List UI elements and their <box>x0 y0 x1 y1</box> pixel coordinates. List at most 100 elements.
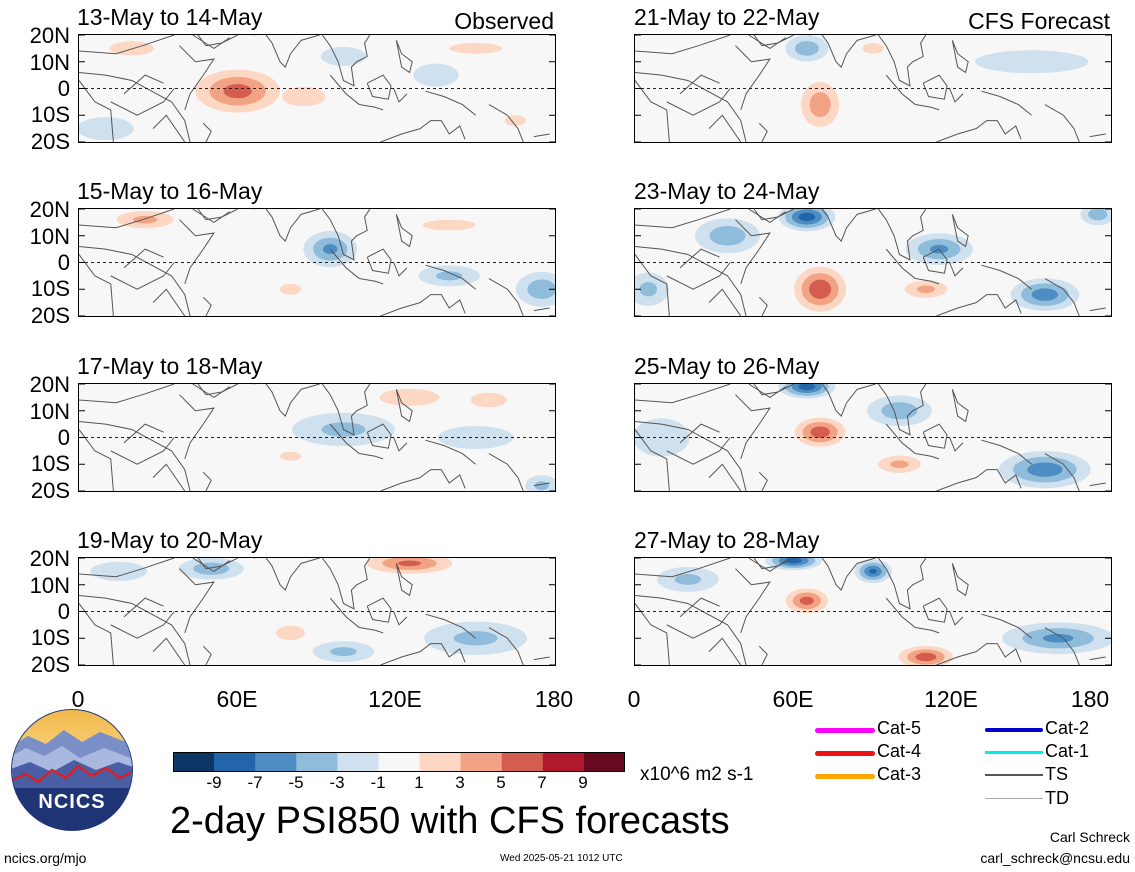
coastline <box>885 423 916 454</box>
anomaly-contour <box>279 283 302 295</box>
coastline <box>885 74 916 105</box>
lat-label-10s: 10S <box>30 102 70 127</box>
lon-label-180: 180 <box>534 686 574 712</box>
coastline <box>708 288 742 316</box>
anomaly-contour <box>635 418 690 457</box>
coastline <box>708 637 742 665</box>
coastline <box>679 597 720 618</box>
anomaly-contour <box>79 626 113 651</box>
coastline <box>635 594 747 665</box>
legend-label-cat4: Cat-4 <box>877 741 922 761</box>
coastline <box>877 35 927 87</box>
coastline <box>1044 104 1080 142</box>
colorbar-segment <box>501 752 544 772</box>
author-email[interactable]: carl_schreck@ncsu.edu <box>980 850 1130 866</box>
colorbar-label: 7 <box>537 773 547 792</box>
colorbar-label: 3 <box>455 773 465 792</box>
coastline <box>809 384 876 417</box>
legend-swatch-cat5 <box>815 728 875 733</box>
coastline <box>329 423 360 454</box>
coastline <box>1089 656 1106 661</box>
colorbar-label: -9 <box>206 773 222 792</box>
ncics-logo: NCICS <box>8 708 136 832</box>
anomaly-contour <box>470 392 507 408</box>
coastline <box>936 294 1022 316</box>
coastline <box>666 88 731 116</box>
colorbar-segment <box>214 752 256 772</box>
coastline <box>123 597 164 618</box>
coastline <box>380 294 466 316</box>
coastline <box>635 384 731 404</box>
legend-label-cat3: Cat-3 <box>877 764 922 784</box>
lat-label-20n: 20N <box>29 546 70 571</box>
coastline <box>425 264 476 290</box>
coastline <box>359 104 384 111</box>
anomaly-contour <box>799 596 814 605</box>
coastline <box>758 296 768 316</box>
coastline <box>1044 278 1080 316</box>
panel-title-6: 23-May to 24-May <box>634 178 820 204</box>
coastline <box>123 74 164 95</box>
lon-label-180: 180 <box>1070 686 1110 712</box>
anomaly-contour <box>527 279 555 299</box>
coastline <box>758 471 768 491</box>
coastline <box>110 437 175 465</box>
lat-label-10s: 10S <box>30 276 70 301</box>
colorbar-segment <box>255 752 297 772</box>
legend-swatch-cat3 <box>815 774 875 779</box>
panel-title-7: 25-May to 26-May <box>634 353 820 379</box>
coastline <box>635 71 747 142</box>
website-link[interactable]: ncics.org/mjo <box>4 850 87 866</box>
coastline <box>758 122 768 142</box>
anomaly-contour <box>504 115 526 126</box>
lat-label-eq: 0 <box>57 425 70 450</box>
anomaly-contour <box>785 558 803 564</box>
coastline <box>533 307 550 312</box>
coastline <box>981 613 1032 639</box>
coastline <box>1044 627 1080 665</box>
anomaly-contour <box>1027 462 1063 477</box>
coastline <box>366 597 392 623</box>
coastline <box>635 420 747 491</box>
coastline <box>735 45 771 111</box>
coastline <box>936 643 1022 665</box>
coastline <box>635 254 670 316</box>
colorbar-segment <box>419 752 462 772</box>
coastline <box>359 278 384 285</box>
coastline <box>366 248 392 274</box>
coastline <box>321 35 371 87</box>
lat-label-10n: 10N <box>29 224 70 249</box>
lat-label-10s: 10S <box>30 451 70 476</box>
coastline <box>981 264 1032 290</box>
legend-swatch-cat1 <box>985 751 1043 754</box>
anomaly-contour <box>436 271 463 281</box>
coastline <box>635 209 731 229</box>
coastline <box>152 114 186 142</box>
lat-label-10s: 10S <box>30 625 70 650</box>
anomaly-contour <box>320 46 367 66</box>
anomaly-contour <box>809 279 832 299</box>
coastline <box>758 645 768 665</box>
anomaly-contour <box>397 560 422 567</box>
coastline <box>635 558 731 578</box>
coastline <box>395 214 413 248</box>
coastline <box>885 248 916 279</box>
anomaly-contour <box>798 384 816 391</box>
anomaly-contour <box>276 625 305 641</box>
anomaly-contour <box>798 212 816 222</box>
anomaly-contour <box>676 94 753 126</box>
coastline <box>79 384 175 404</box>
coastline <box>123 248 164 269</box>
coastline <box>915 104 940 111</box>
legend-label-ts: TS <box>1045 764 1069 784</box>
coastline <box>380 120 466 142</box>
anomaly-contour <box>1020 401 1096 421</box>
coastline <box>488 627 524 665</box>
coastline <box>202 645 212 665</box>
colorbar-segment <box>460 752 503 772</box>
coastline <box>152 463 186 491</box>
legend-label-td: TD <box>1045 788 1069 808</box>
coastline <box>922 597 948 623</box>
colorbar-label: 1 <box>414 773 424 792</box>
anomaly-contour <box>975 50 1089 74</box>
